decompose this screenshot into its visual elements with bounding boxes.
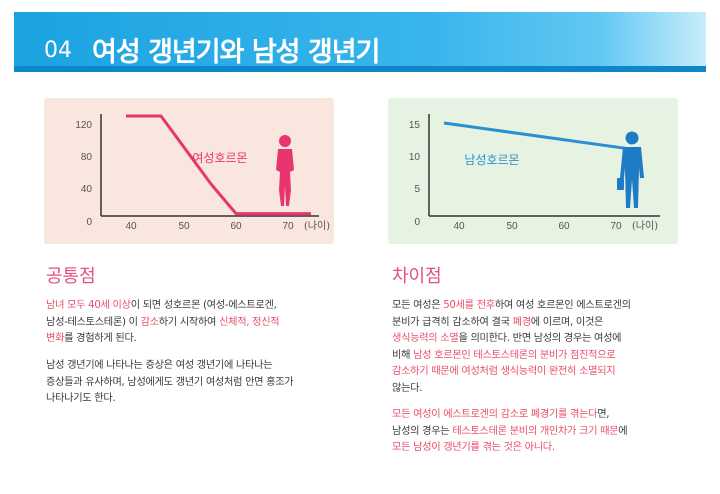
x-tick-label: 50	[506, 221, 518, 232]
common-points-paragraph-2: 남성 갱년기에 나타나는 증상은 여성 갱년기에 나타나는 증상들과 유사하며,…	[46, 360, 294, 404]
x-axis-unit: (나이)	[304, 220, 330, 232]
male-hormone-series-line	[443, 121, 630, 151]
body-text: 면,	[597, 409, 610, 420]
section-number: 04	[44, 38, 72, 63]
male-hormone-chart-panel: 15 10 5 0 40 50 60 70 (나이) 남성호르몬	[388, 98, 678, 244]
male-hormone-label: 남성호르몬	[464, 153, 519, 167]
highlighted-text: 남녀 모두 40세 이상	[46, 300, 131, 311]
y-tick-label: 0	[414, 217, 420, 228]
body-text: 을 의미한다. 반면 남성의 경우는 여성에	[458, 333, 622, 344]
highlighted-text: 생식능력의 소멸	[392, 333, 459, 344]
female-hormone-chart: 120 80 40 0 40 50 60 70 (나이) 여성호르몬	[75, 114, 330, 232]
body-text: 남성의 경우는	[392, 425, 453, 437]
female-hormone-series-line	[126, 114, 311, 216]
body-text: 하여 여성 호르몬인 에스트로겐의	[494, 300, 631, 311]
highlighted-text: 감소	[140, 316, 159, 328]
highlighted-text: 모든 남성이 갱년기를 겪는 것은 아니다.	[392, 442, 555, 453]
y-tick-label: 0	[86, 217, 92, 228]
man-silhouette-icon	[617, 131, 644, 208]
body-text: 비해	[392, 349, 414, 361]
x-tick-label: 50	[178, 221, 190, 232]
x-tick-label: 70	[282, 221, 294, 232]
body-text: 하기 시작하여	[158, 316, 220, 328]
highlighted-text: 변화	[46, 333, 65, 344]
differences-paragraph-2: 모든 여성이 에스트로겐의 감소로 폐경기를 겪는다면, 남성의 경우는 테스토스…	[392, 407, 692, 457]
body-text: 분비가 급격히 감소하여 결국	[392, 316, 513, 328]
x-tick-label: 60	[558, 221, 570, 232]
page-title: 여성 갱년기와 남성 갱년기	[92, 37, 380, 68]
highlighted-text: 폐경	[512, 316, 531, 328]
common-points-heading: 공통점	[46, 266, 96, 287]
highlighted-text: 모든 여성이 에스트로겐의 감소로 폐경기를 겪는다	[392, 409, 598, 420]
x-tick-label: 40	[125, 221, 137, 232]
highlighted-text: 감소하기 때문에 여성처럼 생식능력이 완전히 소멸되지	[392, 366, 616, 377]
body-text: 이 되면 성호르몬 (여성-에스트로겐,	[130, 300, 277, 311]
banner-background	[14, 12, 706, 72]
x-tick-label: 40	[453, 221, 465, 232]
y-tick-label: 15	[409, 120, 421, 131]
highlighted-text: 남성 호르몬인 테스토스테론의 분비가 점진적으로	[413, 349, 616, 361]
differences-heading: 차이점	[392, 266, 442, 287]
body-text: 모든 여성은	[392, 300, 444, 311]
banner-underline	[14, 66, 706, 72]
female-hormone-label: 여성호르몬	[192, 151, 247, 165]
woman-silhouette-icon	[276, 135, 294, 206]
x-tick-label: 60	[230, 221, 242, 232]
common-points-paragraph-1: 남녀 모두 40세 이상이 되면 성호르몬 (여성-에스트로겐, 남성-테스토스테…	[46, 298, 346, 348]
female-hormone-chart-panel: 120 80 40 0 40 50 60 70 (나이) 여성호르몬	[44, 98, 334, 244]
x-tick-label: 70	[610, 221, 622, 232]
y-tick-label: 5	[414, 184, 420, 195]
y-tick-label: 40	[81, 184, 93, 195]
body-text: 를 경험하게 된다.	[64, 333, 137, 344]
highlighted-text: 50세를 전후	[443, 300, 495, 311]
x-axis-unit: (나이)	[632, 220, 658, 232]
body-text: 에 이르며, 이것은	[530, 316, 604, 328]
body-text: 않는다.	[392, 382, 423, 394]
body-text: 남성-테스토스테론) 이	[46, 316, 141, 328]
header-banner: 04 여성 갱년기와 남성 갱년기	[14, 12, 706, 72]
body-text: 에	[618, 425, 628, 437]
highlighted-text: 신체적, 정신적	[219, 316, 280, 328]
male-hormone-chart: 15 10 5 0 40 50 60 70 (나이) 남성호르몬	[409, 114, 660, 232]
y-tick-label: 10	[409, 152, 421, 163]
y-tick-label: 80	[81, 152, 93, 163]
highlighted-text: 테스토스테론 분비의 개인차가 크기 때문	[452, 425, 619, 437]
y-tick-label: 120	[75, 120, 92, 131]
